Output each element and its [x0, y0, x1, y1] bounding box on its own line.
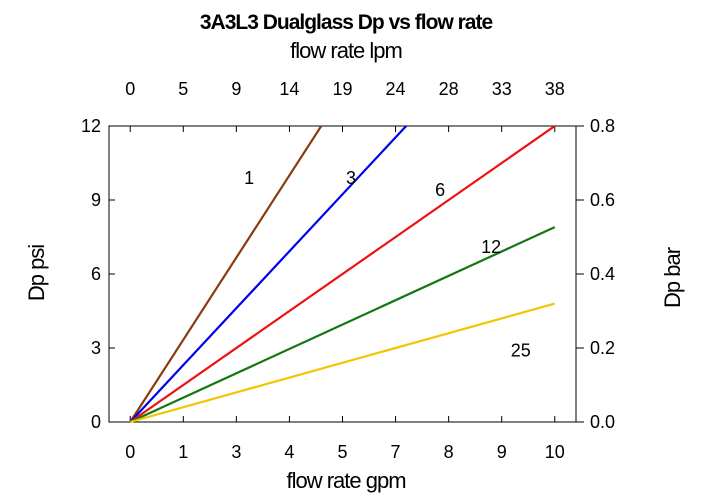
y-tick-label: 12	[81, 116, 101, 136]
axis-ticks: 0 1 3 4 5 7 8 9 10 0 5 9 14 19 24 28 33 38 0 3 6 9 12 0.0 0.2 0.4…	[81, 79, 615, 462]
y2-axis-title: Dp bar	[660, 247, 685, 308]
y2-tick-label: 0.8	[590, 116, 615, 136]
x2-tick-label: 14	[279, 79, 299, 99]
series-lines	[129, 125, 556, 424]
series-label-12: 12	[481, 237, 501, 257]
y-tick-label: 6	[91, 264, 101, 284]
x2-axis-title: flow rate lpm	[290, 38, 402, 63]
x-tick-label: 10	[545, 442, 565, 462]
series-line-25	[129, 302, 556, 424]
y-tick-label: 9	[91, 190, 101, 210]
x-tick-label: 5	[337, 442, 347, 462]
x-tick-label: 1	[178, 442, 188, 462]
x-tick-label: 0	[125, 442, 135, 462]
y2-tick-label: 0.4	[590, 264, 615, 284]
x2-tick-label: 9	[231, 79, 241, 99]
x-tick-label: 3	[231, 442, 241, 462]
x-axis-title: flow rate gpm	[286, 468, 405, 493]
x-tick-label: 8	[444, 442, 454, 462]
x-tick-label: 7	[391, 442, 401, 462]
y-tick-label: 3	[91, 338, 101, 358]
x2-tick-label: 5	[178, 79, 188, 99]
series-label-3: 3	[346, 168, 356, 188]
chart-title: 3A3L3 Dualglass Dp vs flow rate	[200, 11, 493, 34]
x2-tick-label: 19	[332, 79, 352, 99]
x-tick-label: 9	[497, 442, 507, 462]
x2-tick-label: 0	[125, 79, 135, 99]
series-label-1: 1	[244, 168, 254, 188]
series-line-1	[129, 125, 323, 423]
y2-tick-label: 0.2	[590, 338, 615, 358]
y2-tick-label: 0.0	[590, 412, 615, 432]
x-tick-label: 4	[284, 442, 294, 462]
x2-tick-label: 28	[439, 79, 459, 99]
series-label-6: 6	[435, 180, 445, 200]
series-label-25: 25	[511, 340, 531, 360]
x2-tick-label: 33	[492, 79, 512, 99]
series-line-3	[129, 125, 407, 423]
y-axis-title: Dp psi	[24, 245, 49, 301]
y2-tick-label: 0.6	[590, 190, 615, 210]
series-labels: 1 3 6 12 25	[244, 168, 531, 361]
x2-tick-label: 38	[545, 79, 565, 99]
x2-tick-label: 24	[386, 79, 406, 99]
y-tick-label: 0	[91, 412, 101, 432]
series-line-6	[129, 125, 556, 423]
series-line-12	[129, 226, 556, 423]
